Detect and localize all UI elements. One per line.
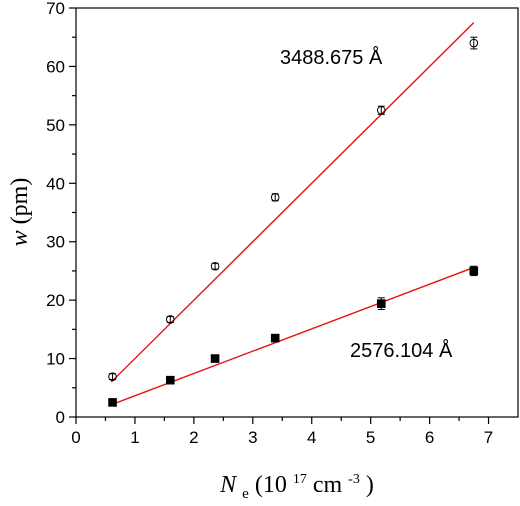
x-axis-unit-exp2: -3: [348, 472, 360, 487]
x-tick-label: 7: [484, 428, 493, 447]
y-tick-label: 20: [46, 291, 65, 310]
fit-line-1: [110, 22, 475, 383]
x-tick-label: 5: [366, 428, 375, 447]
data-point-square: [210, 354, 220, 363]
x-tick-label: 2: [189, 428, 198, 447]
data-point-square: [270, 333, 280, 343]
data-point-circle: [165, 315, 175, 324]
data-point-square: [165, 375, 175, 385]
y-tick-label: 10: [46, 350, 65, 369]
y-axis-unit: (pm): [7, 178, 33, 225]
y-tick-label: 70: [46, 0, 65, 18]
y-axis-symbol: w: [7, 230, 33, 246]
data-point-circle: [270, 193, 280, 202]
x-axis-title: N e (10 17 cm -3 ): [219, 463, 374, 504]
data-points: [108, 36, 479, 407]
x-axis-unit-open: (10: [255, 472, 287, 498]
series-label-2576: 2576.104 Å: [350, 339, 453, 362]
x-axis-unit-mid: cm: [313, 472, 343, 498]
y-tick-label: 0: [56, 408, 65, 427]
x-tick-label: 4: [307, 428, 316, 447]
fit-line-2: [111, 266, 475, 406]
data-point-circle: [469, 38, 479, 48]
x-tick-label: 6: [425, 428, 434, 447]
data-point-square: [376, 299, 386, 308]
y-axis-title: w (pm): [7, 178, 33, 247]
data-point-circle: [376, 105, 386, 115]
data-point-circle: [108, 372, 117, 381]
y-tick-label: 60: [46, 57, 65, 76]
series-label-3488: 3488.675 Å: [280, 46, 383, 69]
y-tick-label: 30: [46, 233, 65, 252]
x-tick-label: 3: [248, 428, 257, 447]
x-tick-label: 1: [130, 428, 139, 447]
x-axis-unit-close: ): [366, 472, 374, 498]
x-axis-subscript: e: [242, 486, 249, 502]
x-axis-symbol: N: [219, 472, 238, 498]
data-point-circle: [210, 261, 220, 271]
y-tick-label: 40: [46, 174, 65, 193]
x-axis-unit-exp1: 17: [293, 472, 307, 487]
x-tick-label: 0: [71, 428, 80, 447]
y-tick-label: 50: [46, 116, 65, 135]
data-point-square: [108, 398, 117, 407]
data-point-square: [469, 266, 479, 276]
